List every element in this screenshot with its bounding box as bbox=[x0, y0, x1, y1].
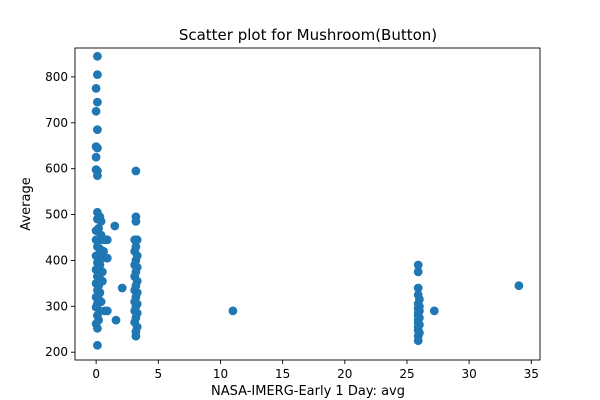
x-tick-label-5: 25 bbox=[399, 367, 414, 381]
x-axis: 0 5 10 15 20 25 30 35 bbox=[92, 360, 539, 381]
y-tick-label-1: 300 bbox=[45, 299, 68, 313]
y-tick-label-5: 700 bbox=[45, 116, 68, 130]
y-axis: 200 300 400 500 600 700 800 bbox=[45, 70, 75, 359]
data-point-8 bbox=[91, 152, 101, 162]
points-layer bbox=[91, 51, 524, 350]
data-point-86 bbox=[131, 331, 141, 341]
data-point-0 bbox=[93, 51, 102, 61]
data-point-57 bbox=[117, 283, 127, 293]
y-tick-label-0: 200 bbox=[45, 345, 68, 359]
data-point-56 bbox=[110, 221, 120, 231]
x-tick-label-6: 30 bbox=[461, 367, 476, 381]
data-point-109 bbox=[514, 281, 524, 291]
plot-frame bbox=[74, 47, 541, 361]
data-point-11 bbox=[93, 171, 102, 181]
data-point-61 bbox=[131, 217, 141, 226]
data-point-89 bbox=[413, 267, 423, 277]
data-point-7 bbox=[93, 143, 102, 153]
data-point-58 bbox=[111, 315, 121, 325]
y-tick-label-3: 500 bbox=[45, 208, 68, 222]
data-point-15 bbox=[96, 217, 106, 226]
data-point-1 bbox=[93, 70, 102, 79]
data-point-108 bbox=[429, 306, 439, 316]
data-point-23 bbox=[102, 235, 112, 245]
y-tick-label-4: 600 bbox=[45, 162, 68, 176]
data-point-2 bbox=[91, 84, 101, 93]
y-tick-label-6: 800 bbox=[45, 70, 68, 84]
x-axis-label: NASA-IMERG-Early 1 Day: avg bbox=[211, 384, 405, 399]
data-point-87 bbox=[228, 306, 238, 316]
data-point-59 bbox=[131, 166, 141, 176]
data-point-55 bbox=[93, 340, 102, 350]
x-tick-label-7: 35 bbox=[524, 367, 539, 381]
data-point-63 bbox=[132, 235, 142, 245]
data-point-30 bbox=[102, 253, 112, 263]
x-tick-label-3: 15 bbox=[275, 367, 290, 381]
data-point-4 bbox=[91, 106, 101, 116]
data-point-3 bbox=[93, 97, 102, 107]
chart-title: Scatter plot for Mushroom(Button) bbox=[179, 26, 437, 44]
x-tick-label-1: 5 bbox=[154, 367, 162, 381]
x-tick-label-0: 0 bbox=[92, 367, 100, 381]
data-point-88 bbox=[413, 260, 423, 270]
y-axis-label: Average bbox=[19, 177, 34, 230]
x-tick-label-4: 20 bbox=[337, 367, 352, 381]
y-tick-label-2: 400 bbox=[45, 253, 68, 267]
x-tick-label-2: 10 bbox=[213, 367, 228, 381]
data-point-40 bbox=[98, 276, 107, 286]
data-point-5 bbox=[93, 125, 102, 135]
data-point-50 bbox=[102, 306, 112, 316]
data-point-54 bbox=[93, 323, 102, 333]
data-point-90 bbox=[413, 283, 423, 293]
data-point-107 bbox=[413, 336, 423, 346]
data-point-26 bbox=[99, 246, 108, 256]
